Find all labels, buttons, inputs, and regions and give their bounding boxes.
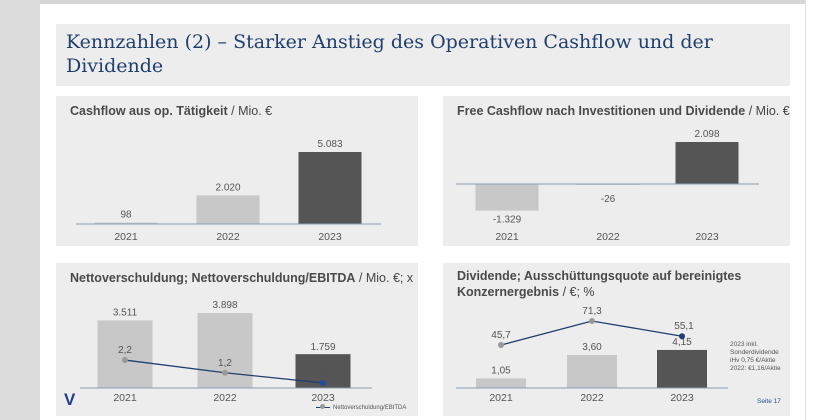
data-label: 3.511: [113, 307, 138, 318]
bar-2021: [97, 320, 153, 388]
data-label: 5.083: [317, 139, 342, 150]
legend-label: Nettoverschuldung/EBITDA: [333, 405, 407, 411]
bar-2021: [476, 378, 526, 388]
company-logo: V: [64, 390, 76, 409]
bar-2022: [197, 313, 253, 388]
x-tick-label: 2022: [213, 392, 237, 404]
line-point: [589, 317, 595, 324]
line-data-label: 2,2: [118, 345, 132, 356]
note-line: Sonderdividende: [730, 349, 779, 356]
panel-dividend: Dividende; Ausschüttungsquote auf berein…: [443, 263, 790, 416]
bar-2023: [298, 152, 362, 224]
data-label: -26: [601, 194, 616, 205]
line-data-label: 1,2: [218, 358, 232, 369]
bar-2022: [567, 355, 617, 388]
line-data-label: 0,4: [316, 369, 330, 380]
x-tick-label: 2023: [318, 231, 342, 243]
line-point: [679, 333, 685, 340]
line-data-label: 55,1: [674, 321, 694, 332]
bar-2023: [675, 142, 739, 184]
bar-2021: [475, 184, 539, 211]
bar-2022: [196, 195, 260, 224]
dividend-footnote: 2023 inkl. Sonderdividende iHv 0,75 €/Ak…: [730, 341, 800, 373]
legend-line-marker-icon: [316, 404, 330, 410]
panel-title: Nettoverschuldung; Nettoverschuldung/EBI…: [70, 271, 413, 285]
line-point: [122, 357, 128, 364]
x-tick-label: 2021: [113, 392, 137, 404]
data-label: 3,60: [582, 342, 602, 353]
x-tick-label: 2022: [580, 392, 604, 404]
data-label: 2.020: [215, 182, 240, 193]
x-tick-label: 2022: [596, 231, 620, 243]
line-data-label: 71,3: [582, 306, 602, 317]
x-tick-label: 2021: [114, 231, 138, 243]
line-point: [222, 369, 228, 376]
note-line: iHv 0,75 €/Aktie: [730, 357, 776, 364]
note-line: 2022: €1,16/Aktie: [730, 365, 781, 372]
line-point: [498, 342, 504, 349]
panel-title-unit: / Mio. €; x: [355, 271, 414, 285]
slide-title: Kennzahlen (2) – Starker Anstieg des Ope…: [66, 31, 713, 77]
note-line: 2023 inkl.: [730, 341, 758, 348]
data-label: 2.098: [694, 129, 719, 140]
line-point: [320, 379, 326, 386]
right-margin: [805, 0, 840, 420]
panel-title-main: Cashflow aus op. Tätigkeit: [70, 104, 228, 118]
x-tick-label: 2023: [311, 392, 335, 404]
data-label: 1,05: [491, 365, 511, 376]
panel-title: Free Cashflow nach Investitionen und Div…: [457, 104, 790, 118]
title-box: Kennzahlen (2) – Starker Anstieg des Ope…: [56, 24, 790, 86]
panel-title-unit: / Mio. €: [227, 104, 273, 118]
panel-title: Cashflow aus op. Tätigkeit / Mio. €: [70, 104, 272, 118]
data-label: 98: [120, 210, 132, 221]
panel-title-main: Free Cashflow nach Investitionen und Div…: [457, 104, 746, 118]
x-tick-label: 2022: [216, 231, 240, 243]
panel-title-main: Nettoverschuldung; Nettoverschuldung/EBI…: [70, 271, 356, 285]
top-bar: [0, 0, 840, 4]
bar-2021: [94, 222, 158, 224]
data-label: 1.759: [310, 342, 335, 353]
x-tick-label: 2023: [695, 231, 719, 243]
panel-title-main: Dividende; Ausschüttungsquote auf berein…: [457, 269, 742, 299]
panel-title: Dividende; Ausschüttungsquote auf berein…: [457, 268, 787, 300]
x-tick-label: 2023: [670, 392, 694, 404]
bar-2023: [657, 349, 707, 388]
data-label: -1.329: [493, 215, 522, 226]
left-sidebar-strip: [0, 0, 40, 420]
panel-title-unit: / Mio. €: [745, 104, 790, 118]
legend-net-debt-ebitda: Nettoverschuldung/EBITDA: [316, 404, 407, 411]
data-label: 3.898: [212, 300, 237, 311]
x-tick-label: 2021: [495, 231, 519, 243]
x-tick-label: 2021: [489, 392, 513, 404]
data-label: 4,15: [672, 337, 692, 348]
page-number: Seite 17: [757, 398, 781, 405]
panel-title-unit: / €; %: [559, 285, 595, 299]
line-data-label: 45,7: [491, 330, 511, 341]
